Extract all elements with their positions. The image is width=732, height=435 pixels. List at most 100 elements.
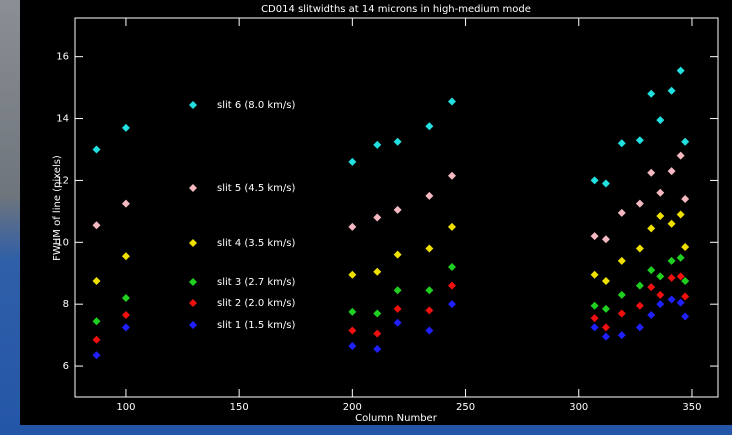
legend-marker [189, 101, 197, 109]
point [617, 208, 626, 217]
point [647, 224, 656, 233]
x-tick-label: 250 [456, 402, 475, 413]
point [681, 276, 690, 285]
point [590, 176, 599, 185]
point [348, 326, 357, 335]
point [373, 140, 382, 149]
point [667, 167, 676, 176]
point [601, 276, 610, 285]
legend-label: slit 5 (4.5 km/s) [217, 183, 296, 194]
plot-panel [20, 0, 732, 425]
point [656, 300, 665, 309]
point [92, 317, 101, 326]
point [617, 331, 626, 340]
point [635, 136, 644, 145]
point [92, 221, 101, 230]
point [647, 266, 656, 275]
point [681, 194, 690, 203]
point [617, 139, 626, 148]
point [667, 86, 676, 95]
point [447, 222, 456, 231]
point [681, 292, 690, 301]
point [425, 306, 434, 315]
point [601, 304, 610, 313]
point [656, 116, 665, 125]
point [601, 179, 610, 188]
point [121, 323, 130, 332]
point [617, 256, 626, 265]
legend-marker [189, 299, 197, 307]
point [681, 242, 690, 251]
point [590, 314, 599, 323]
axes-frame [74, 17, 719, 398]
point [681, 137, 690, 146]
x-axis-label: Column Number [355, 413, 438, 424]
point [617, 309, 626, 318]
point [647, 283, 656, 292]
point [393, 205, 402, 214]
point [393, 250, 402, 259]
point [590, 232, 599, 241]
point [373, 309, 382, 318]
point [667, 295, 676, 304]
point [656, 290, 665, 299]
point [393, 318, 402, 327]
point [425, 122, 434, 131]
legend-marker [189, 321, 197, 329]
point [92, 276, 101, 285]
point [373, 267, 382, 276]
point [393, 304, 402, 313]
y-axis-label: FWHM of line (pixels) [52, 155, 63, 261]
point [373, 329, 382, 338]
point [647, 311, 656, 320]
point [647, 168, 656, 177]
legend-marker [189, 239, 197, 247]
point [425, 191, 434, 200]
point [348, 341, 357, 350]
point [348, 270, 357, 279]
point [121, 123, 130, 132]
point [656, 188, 665, 197]
point [656, 272, 665, 281]
point [601, 323, 610, 332]
point [635, 301, 644, 310]
point [676, 151, 685, 160]
point [92, 145, 101, 154]
point [121, 252, 130, 261]
point [373, 213, 382, 222]
point [590, 323, 599, 332]
x-tick-label: 350 [682, 402, 701, 413]
point [676, 298, 685, 307]
point [601, 235, 610, 244]
point [617, 290, 626, 299]
legend-label: slit 2 (2.0 km/s) [217, 298, 296, 309]
point [590, 301, 599, 310]
y-tick-label: 16 [56, 52, 69, 63]
point [676, 66, 685, 75]
point [635, 323, 644, 332]
point [425, 286, 434, 295]
legend-marker [189, 184, 197, 192]
point [121, 293, 130, 302]
point [681, 312, 690, 321]
legend-marker [189, 278, 197, 286]
point [447, 263, 456, 272]
legend-label: slit 4 (3.5 km/s) [217, 238, 296, 249]
point [92, 351, 101, 360]
point [121, 311, 130, 320]
point [667, 273, 676, 282]
y-tick-label: 6 [63, 361, 69, 372]
point [635, 199, 644, 208]
y-tick-label: 8 [63, 299, 69, 310]
point [447, 171, 456, 180]
y-tick-label: 10 [56, 237, 69, 248]
y-tick-label: 14 [56, 114, 69, 125]
legend-label: slit 3 (2.7 km/s) [217, 277, 296, 288]
point [635, 244, 644, 253]
point [348, 222, 357, 231]
point [647, 89, 656, 98]
legend-label: slit 6 (8.0 km/s) [217, 100, 296, 111]
point [667, 256, 676, 265]
